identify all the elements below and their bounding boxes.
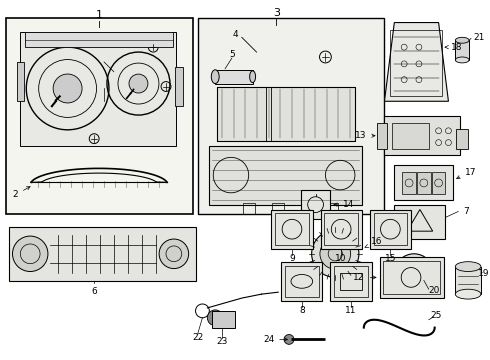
Text: 9: 9 [289,254,295,263]
Text: 16: 16 [365,238,382,247]
Ellipse shape [211,70,219,84]
Bar [384,261,440,294]
Polygon shape [385,23,448,101]
Text: 18: 18 [445,42,463,51]
Bar [271,86,355,141]
Bar [302,203,314,215]
Bar [25,32,173,47]
Text: 23: 23 [217,337,228,346]
Text: 12: 12 [353,273,376,282]
Bar [271,210,313,249]
Circle shape [320,238,351,269]
Circle shape [13,236,48,271]
Bar [285,266,319,297]
Bar [402,172,416,194]
Text: 1: 1 [96,10,102,20]
Text: 8: 8 [299,306,305,315]
Bar [272,203,284,215]
Bar [455,40,469,60]
Bar [374,213,407,245]
Bar [215,70,253,84]
Text: 20: 20 [429,286,440,295]
Bar [217,86,355,141]
Text: 5: 5 [229,50,235,59]
Bar [417,172,431,194]
Bar [392,123,429,149]
Bar [301,190,330,219]
Text: 25: 25 [431,311,442,320]
Bar [209,145,362,204]
Text: 14: 14 [334,200,355,209]
Bar [175,67,183,106]
Text: 15: 15 [385,254,396,263]
Text: 19: 19 [478,269,490,278]
Bar [394,204,445,239]
Bar [8,227,196,282]
Text: 24: 24 [263,335,288,344]
Text: 13: 13 [355,131,375,140]
Ellipse shape [455,262,481,271]
Bar [330,262,372,301]
Text: 21: 21 [473,33,485,42]
Circle shape [402,262,426,285]
Circle shape [394,254,434,293]
Bar [370,210,411,249]
Text: 17: 17 [457,168,477,179]
Text: 2: 2 [13,186,30,199]
Text: 11: 11 [345,306,357,315]
Bar [455,267,481,294]
Bar [456,129,468,149]
Bar [385,116,460,156]
Circle shape [312,230,359,278]
Bar [212,311,235,328]
Circle shape [207,310,223,326]
Bar [197,18,385,215]
Bar [18,62,24,101]
Bar [243,203,255,215]
Text: 7: 7 [463,207,469,216]
Circle shape [159,239,189,269]
Ellipse shape [455,37,469,43]
Bar [394,165,453,200]
Ellipse shape [250,71,256,82]
Bar [324,213,358,245]
Bar [432,172,445,194]
Text: 10: 10 [336,254,347,263]
Circle shape [129,74,148,93]
Bar [21,32,176,145]
Bar [380,257,443,298]
Bar [326,203,338,215]
Bar [340,273,362,290]
Text: 6: 6 [91,287,97,296]
Text: 3: 3 [273,8,280,18]
Bar [391,31,441,96]
Bar [5,18,193,215]
Circle shape [53,74,82,103]
Circle shape [284,334,294,344]
Bar [217,86,267,141]
Text: 22: 22 [192,333,203,342]
Text: 4: 4 [232,30,238,39]
Bar [281,262,322,301]
Bar [275,213,309,245]
Bar [334,266,368,297]
Ellipse shape [455,289,481,299]
Bar [320,210,362,249]
Ellipse shape [455,57,469,63]
Bar [377,123,388,149]
